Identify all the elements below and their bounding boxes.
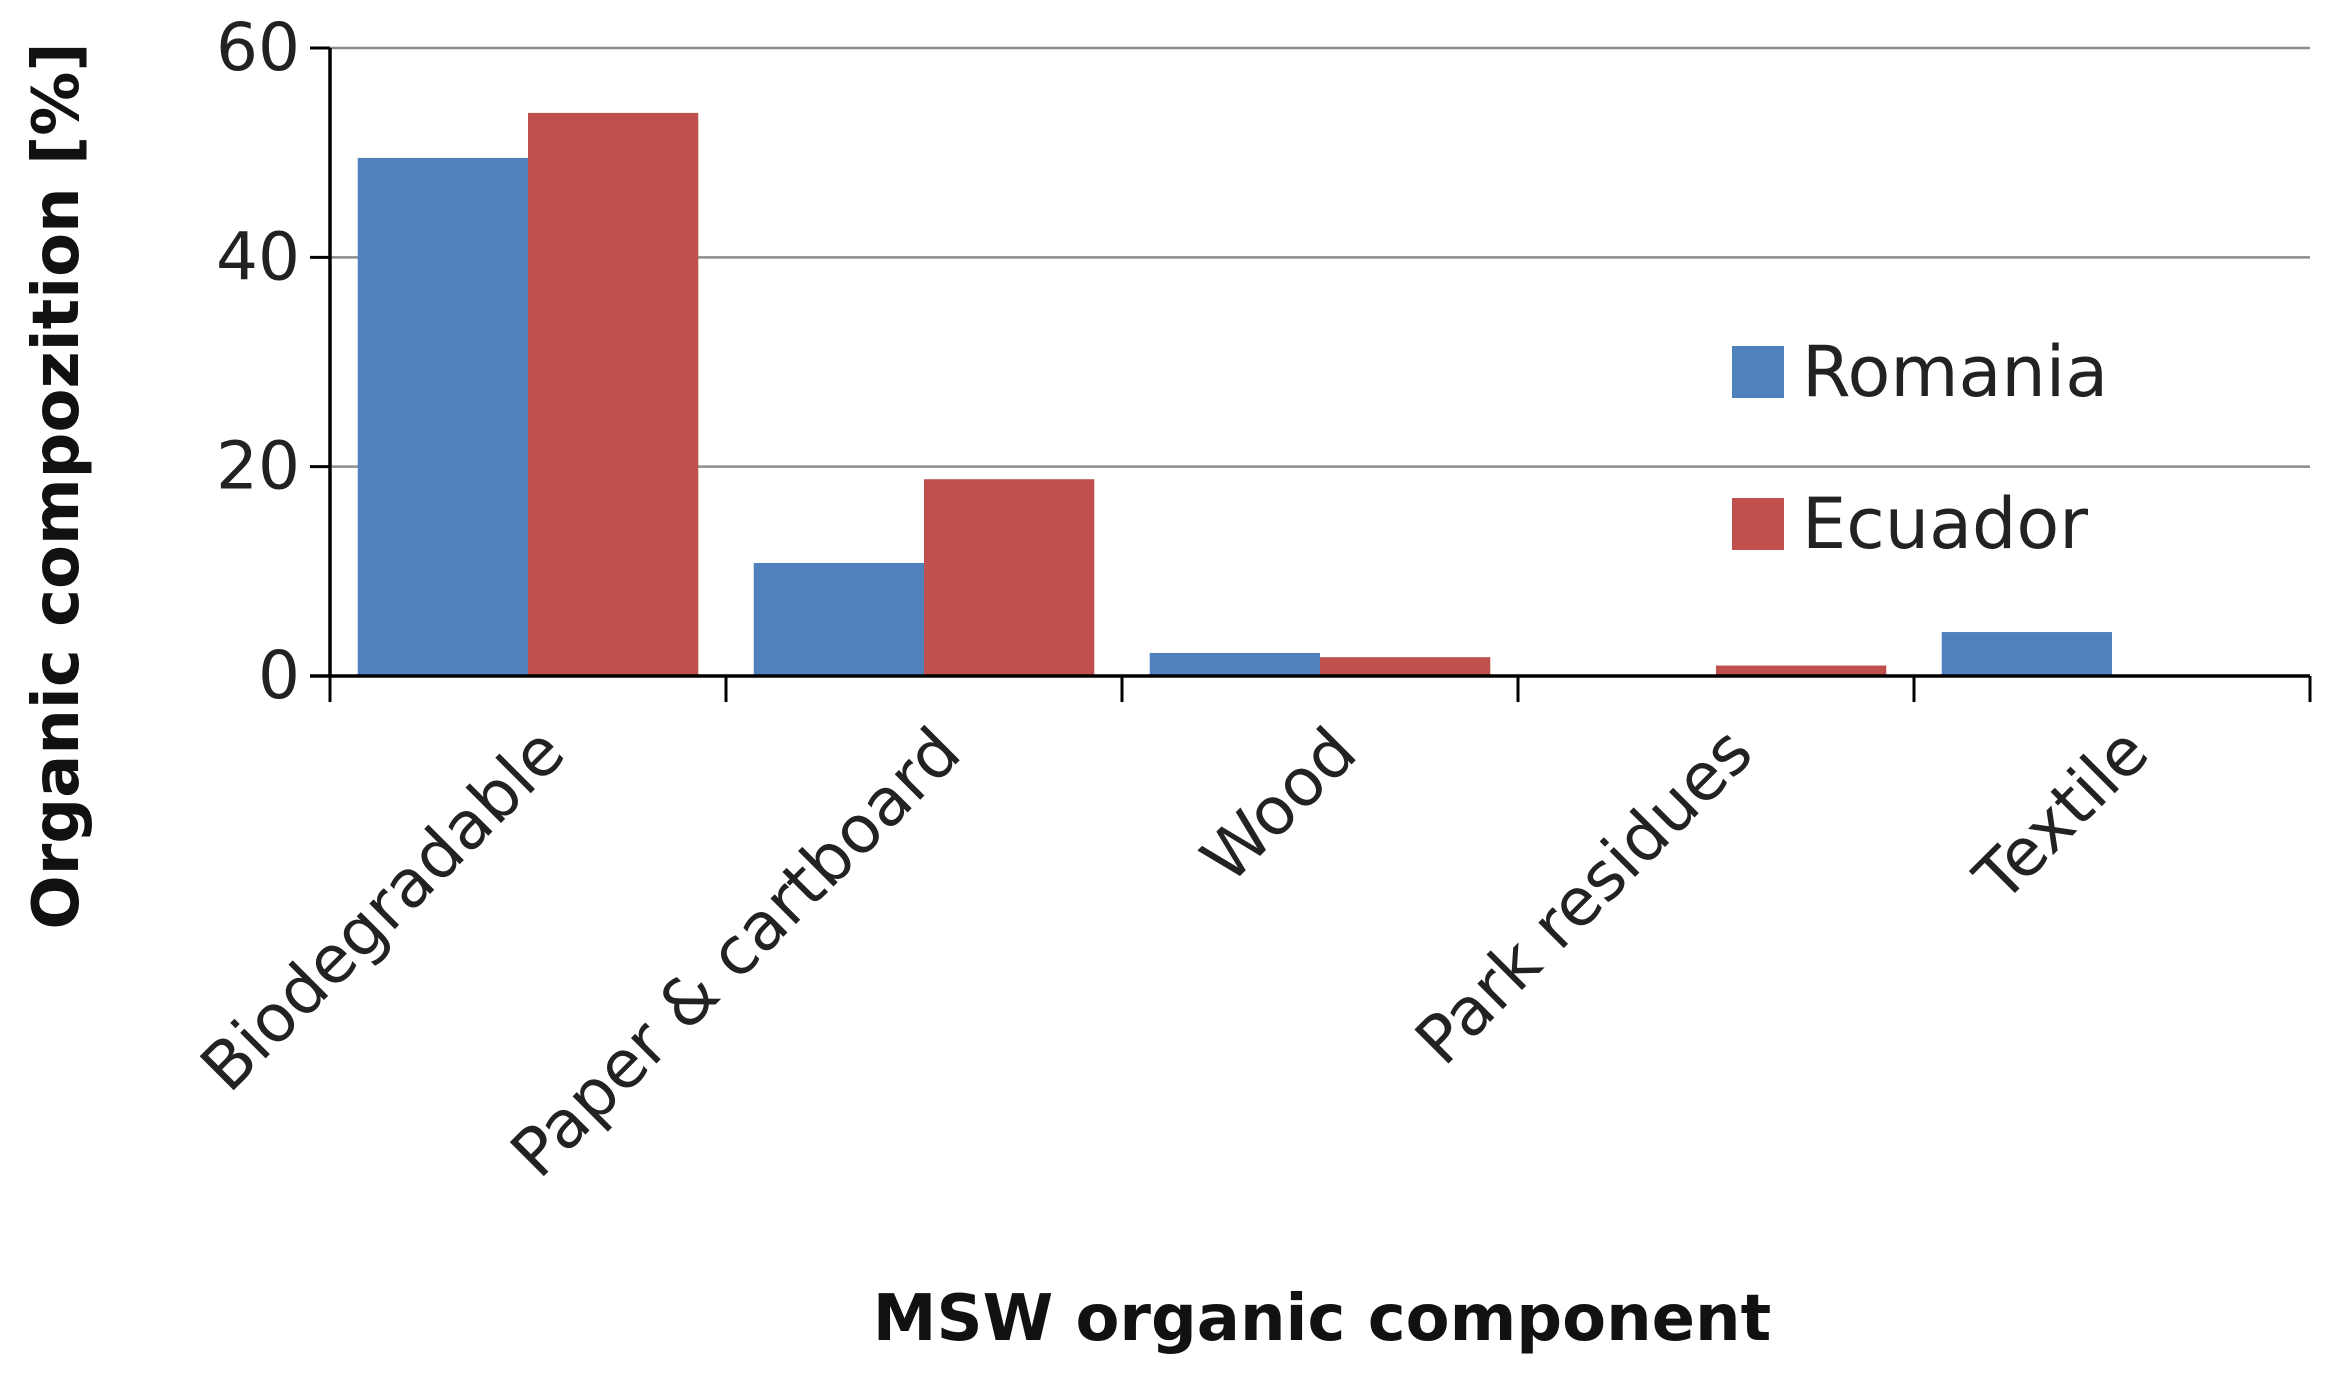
y-tick-label: 20	[216, 428, 300, 505]
y-tick-label: 0	[258, 637, 300, 714]
x-axis-title: MSW organic component	[873, 1282, 1771, 1356]
x-tick-label: Biodegradable	[186, 713, 579, 1106]
legend: Romania Ecuador	[1732, 331, 2108, 565]
y-axis-title: Organic compozition [%]	[20, 42, 94, 929]
bar-ecuador-2	[1320, 657, 1491, 676]
bar-ecuador-1	[924, 479, 1095, 676]
bar-romania-1	[753, 562, 924, 676]
legend-label-ecuador: Ecuador	[1802, 483, 2088, 565]
x-tick-label: Wood	[1187, 713, 1372, 898]
bar-romania-4	[1941, 632, 2112, 676]
legend-swatch-romania	[1732, 346, 1784, 398]
bar-romania-0	[357, 157, 528, 676]
x-tick-label: Textile	[1959, 713, 2163, 917]
legend-label-romania: Romania	[1802, 331, 2108, 413]
legend-swatch-ecuador	[1732, 498, 1784, 550]
axes	[310, 46, 2312, 702]
bar-ecuador-3	[1716, 665, 1887, 676]
y-tick-labels: 0 20 40 60	[216, 9, 300, 714]
bar-romania-2	[1149, 652, 1320, 676]
bar-ecuador-0	[528, 112, 699, 677]
bars	[357, 112, 2112, 677]
x-tick-label: Park residues	[1401, 713, 1768, 1080]
y-tick-label: 40	[216, 218, 300, 295]
x-tick-label: Paper & cartboard	[496, 713, 975, 1192]
y-tick-label: 60	[216, 9, 300, 86]
